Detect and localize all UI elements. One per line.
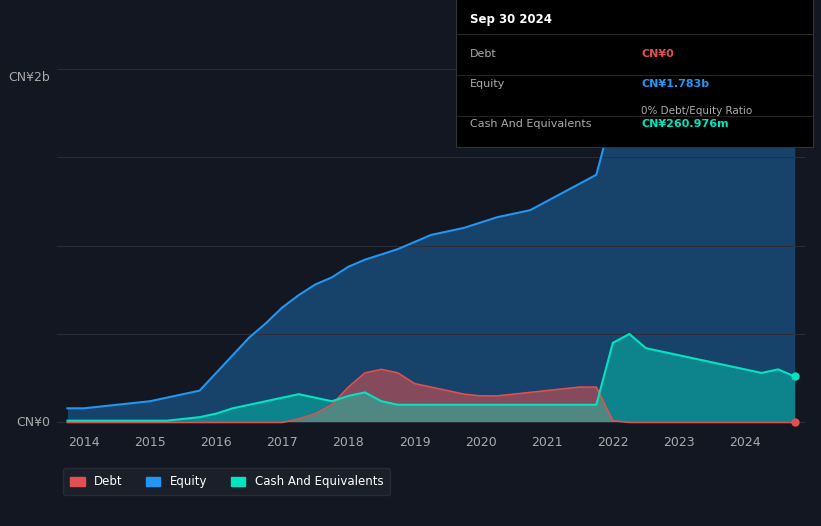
Text: CN¥1.783b: CN¥1.783b	[641, 79, 709, 89]
Text: CN¥0: CN¥0	[641, 49, 674, 59]
Text: CN¥260.976m: CN¥260.976m	[641, 119, 729, 129]
Text: Debt: Debt	[470, 49, 497, 59]
Text: Cash And Equivalents: Cash And Equivalents	[470, 119, 591, 129]
Legend: Debt, Equity, Cash And Equivalents: Debt, Equity, Cash And Equivalents	[63, 468, 390, 495]
Text: Equity: Equity	[470, 79, 505, 89]
Text: CN¥0: CN¥0	[16, 416, 50, 429]
Text: Sep 30 2024: Sep 30 2024	[470, 13, 552, 26]
Text: CN¥2b: CN¥2b	[8, 71, 50, 84]
Text: 0% Debt/Equity Ratio: 0% Debt/Equity Ratio	[641, 106, 753, 116]
